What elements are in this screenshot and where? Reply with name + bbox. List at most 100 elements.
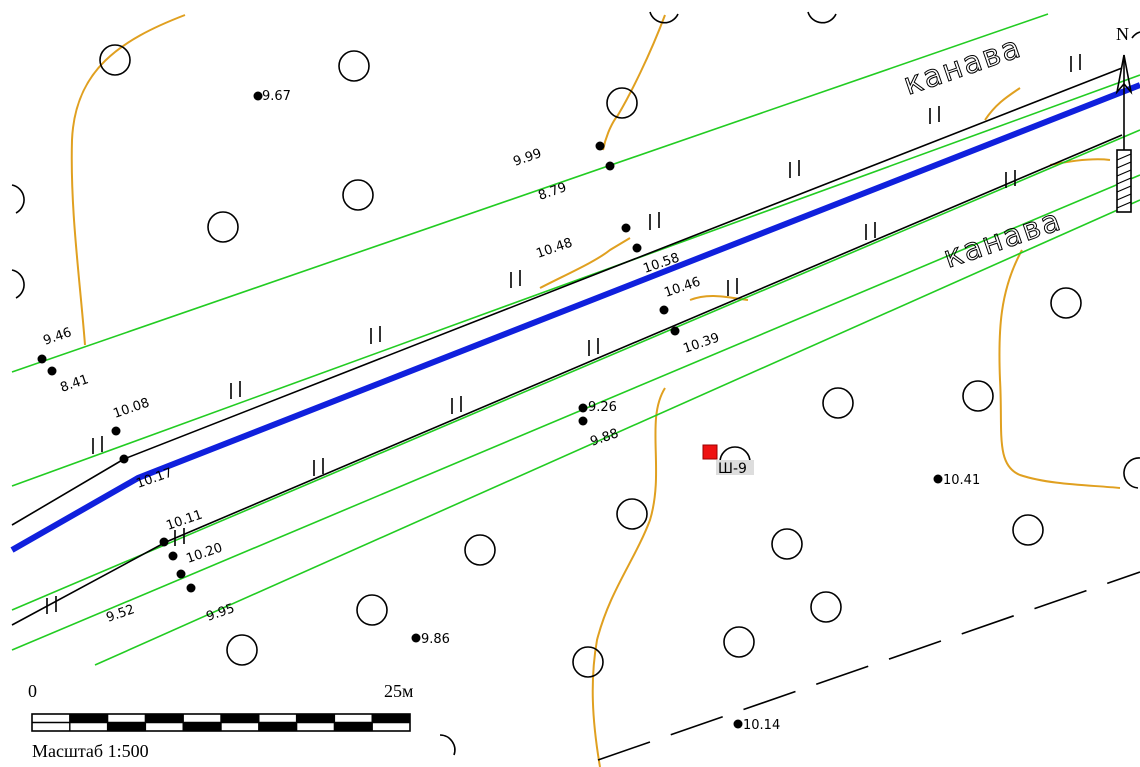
elevation-label: 9.46 <box>41 325 73 349</box>
elevation-label: 9.86 <box>421 632 450 647</box>
survey-point <box>621 223 631 233</box>
contour-lines <box>70 14 1121 767</box>
tree-symbol <box>99 44 131 76</box>
shaft-label: Ш-9 <box>718 461 747 477</box>
elevation-label: 9.88 <box>588 426 620 450</box>
elevation-label: 10.08 <box>111 395 151 421</box>
survey-point <box>186 583 196 593</box>
tick-mark <box>46 596 57 614</box>
survey-point <box>670 326 680 336</box>
fence-line <box>11 67 1123 526</box>
survey-point <box>595 141 605 151</box>
shaft-marker <box>702 444 718 460</box>
scale-bar: 0 25м Масштаб 1:500 <box>28 681 413 761</box>
elevation-label: 9.67 <box>262 89 291 104</box>
tree-symbol <box>11 184 25 214</box>
scale-end-label: 25м <box>384 681 413 701</box>
elevation-labels: 9.67 9.99 8.79 10.48 10.58 10.46 10.39 9… <box>41 89 980 733</box>
elevation-label: 10.41 <box>943 473 980 488</box>
tick-mark <box>1005 170 1016 188</box>
tick-mark <box>865 222 876 240</box>
survey-point <box>605 161 615 171</box>
elevation-label: 9.99 <box>511 146 543 170</box>
tree-symbol <box>1012 514 1044 546</box>
tick-mark <box>588 338 599 356</box>
survey-point <box>37 354 47 364</box>
survey-point <box>119 454 129 464</box>
tick-mark <box>174 528 185 546</box>
contour-line <box>984 87 1021 121</box>
tree-symbols <box>11 11 1140 756</box>
north-arrow: N <box>1115 24 1133 213</box>
tree-symbol <box>822 387 854 419</box>
ditch-label: канава <box>939 203 1066 276</box>
survey-point <box>168 551 178 561</box>
tree-symbol <box>342 179 374 211</box>
tick-mark <box>510 270 521 288</box>
contour-line <box>998 249 1121 489</box>
tick-mark <box>649 212 660 230</box>
contour-line <box>602 14 666 151</box>
tick-mark <box>727 278 738 296</box>
tree-symbol <box>1050 287 1082 319</box>
tree-symbol <box>723 626 755 658</box>
tree-symbol <box>356 594 388 626</box>
tick-mark <box>313 458 324 476</box>
elevation-label: 9.26 <box>588 400 617 415</box>
tree-symbol <box>810 591 842 623</box>
tree-symbol <box>338 50 370 82</box>
elevation-label: 10.14 <box>743 718 780 733</box>
ditch-label: канава <box>899 30 1026 103</box>
survey-point <box>632 243 642 253</box>
tick-mark <box>92 436 103 454</box>
north-label: N <box>1116 24 1129 44</box>
elevation-label: 9.95 <box>204 601 236 625</box>
elevation-label: 8.41 <box>58 372 90 396</box>
tree-symbol <box>771 528 803 560</box>
tree-symbol <box>439 734 456 756</box>
elevation-label: 10.39 <box>681 330 721 356</box>
survey-point <box>176 569 186 579</box>
elevation-label: 8.79 <box>536 180 568 204</box>
road-edges <box>11 13 1140 666</box>
tree-symbol <box>464 534 496 566</box>
tick-mark <box>230 381 241 399</box>
contour-line <box>591 387 666 767</box>
tree-symbol <box>616 498 648 530</box>
tree-symbol <box>1131 31 1140 39</box>
road-edge-line <box>11 129 1140 611</box>
tick-marks <box>46 54 1081 614</box>
elevation-label: 9.52 <box>104 602 136 626</box>
tree-symbol <box>11 269 25 299</box>
tick-mark <box>370 326 381 344</box>
survey-point <box>578 416 588 426</box>
contour-line <box>70 14 186 346</box>
survey-point <box>159 537 169 547</box>
elevation-label: 10.48 <box>534 235 574 261</box>
survey-point <box>411 633 421 643</box>
tree-symbol <box>649 11 679 24</box>
tree-symbol <box>226 634 258 666</box>
survey-point <box>47 366 57 376</box>
pipeline <box>10 82 1140 553</box>
tree-symbol <box>606 87 638 119</box>
survey-point <box>733 719 743 729</box>
road-edge-line <box>11 74 1140 487</box>
contour-line <box>539 237 631 289</box>
tree-symbol <box>962 380 994 412</box>
dashed-boundary <box>597 571 1140 761</box>
survey-point <box>111 426 121 436</box>
survey-points <box>37 91 943 729</box>
survey-point <box>253 91 263 101</box>
survey-point <box>933 474 943 484</box>
tick-mark <box>789 160 800 178</box>
scale-start-label: 0 <box>28 681 37 701</box>
tree-symbol <box>572 646 604 678</box>
road-edge-line <box>94 199 1140 666</box>
road-edge-line <box>11 13 1049 373</box>
survey-point <box>578 403 588 413</box>
shaft-symbol: Ш-9 <box>702 444 754 477</box>
tick-mark <box>1070 54 1081 72</box>
tree-symbol <box>207 211 239 243</box>
